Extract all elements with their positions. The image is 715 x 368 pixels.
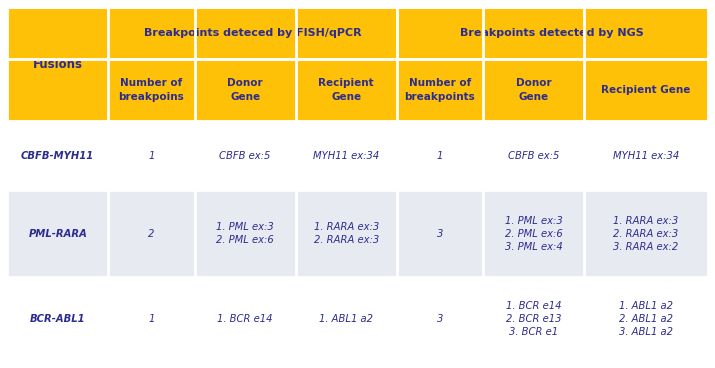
Bar [397,59,483,121]
Text: 3: 3 [437,229,443,239]
Text: 1. RARA ex:3
2. RARA ex:3
3. RARA ex:2: 1. RARA ex:3 2. RARA ex:3 3. RARA ex:2 [613,216,679,252]
Bar [483,59,584,121]
Text: Number of
breakpoins: Number of breakpoins [119,78,184,102]
Text: 1. ABL1 a2
2. ABL1 a2
3. ABL1 a2: 1. ABL1 a2 2. ABL1 a2 3. ABL1 a2 [619,301,673,337]
Bar [7,277,708,361]
Text: Recipient Gene: Recipient Gene [601,85,691,95]
Bar [194,59,296,121]
Text: BCR-ABL1: BCR-ABL1 [30,314,86,324]
Text: Breakpoints detected by NGS: Breakpoints detected by NGS [460,28,644,38]
Text: 1. PML ex:3
2. PML ex:6
3. PML ex:4: 1. PML ex:3 2. PML ex:6 3. PML ex:4 [505,216,563,252]
Text: 1: 1 [437,151,443,160]
Text: 1: 1 [148,314,154,324]
Text: CBFB ex:5: CBFB ex:5 [508,151,559,160]
Text: Breakpoints deteced by FISH/qPCR: Breakpoints deteced by FISH/qPCR [144,28,361,38]
Text: CBFB-MYH11: CBFB-MYH11 [21,151,94,160]
Text: Fusions: Fusions [33,58,83,71]
Text: 1: 1 [148,151,154,160]
Text: MYH11 ex:34: MYH11 ex:34 [313,151,380,160]
Bar [7,190,708,277]
Text: Donor
Gene: Donor Gene [227,78,263,102]
Bar [7,7,108,121]
Bar [397,7,708,59]
Bar [108,59,194,121]
Text: Donor
Gene: Donor Gene [516,78,551,102]
Text: Number of
breakpoints: Number of breakpoints [405,78,475,102]
Bar [7,121,708,190]
Text: 1. BCR e14
2. BCR e13
3. BCR e1: 1. BCR e14 2. BCR e13 3. BCR e1 [506,301,561,337]
Bar [296,59,397,121]
Text: PML-RARA: PML-RARA [29,229,87,239]
Text: 2: 2 [148,229,154,239]
Text: 1. RARA ex:3
2. RARA ex:3: 1. RARA ex:3 2. RARA ex:3 [314,222,379,245]
Bar [108,7,397,59]
Bar [584,59,708,121]
Text: Recipient
Gene: Recipient Gene [318,78,374,102]
Text: 1. BCR e14: 1. BCR e14 [217,314,273,324]
Text: 1. PML ex:3
2. PML ex:6: 1. PML ex:3 2. PML ex:6 [216,222,274,245]
Text: 3: 3 [437,314,443,324]
Text: MYH11 ex:34: MYH11 ex:34 [613,151,679,160]
Text: CBFB ex:5: CBFB ex:5 [220,151,271,160]
Text: 1. ABL1 a2: 1. ABL1 a2 [320,314,373,324]
